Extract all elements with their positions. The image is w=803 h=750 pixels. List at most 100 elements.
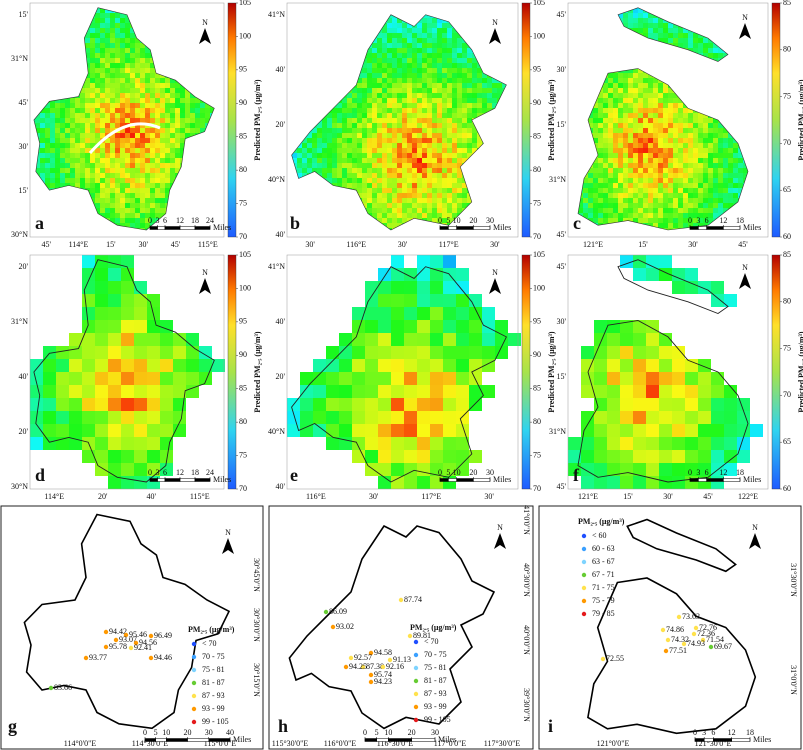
pixel	[105, 53, 111, 59]
pixel	[105, 158, 111, 164]
pixel	[583, 148, 589, 154]
pixel	[608, 28, 614, 34]
pixel	[90, 178, 96, 184]
pixel	[472, 183, 478, 189]
pixel	[70, 8, 76, 14]
pixel	[332, 108, 338, 114]
pixel	[417, 113, 423, 119]
pixel	[347, 18, 353, 24]
pixel	[633, 198, 639, 204]
pixel	[90, 218, 96, 224]
pixel	[447, 198, 453, 204]
pixel	[175, 48, 181, 54]
pixel	[50, 58, 56, 64]
pixel	[95, 123, 101, 129]
pixel	[302, 23, 308, 29]
raster	[578, 7, 748, 238]
pixel	[165, 138, 171, 144]
pixel	[190, 7, 196, 9]
pixel	[100, 8, 106, 14]
pixel	[45, 43, 51, 49]
pixel	[312, 83, 318, 89]
pixel	[140, 38, 146, 44]
pixel	[603, 38, 609, 44]
pixel	[120, 143, 126, 149]
pixel	[432, 123, 438, 129]
pixel	[578, 73, 584, 79]
pixel	[578, 198, 579, 204]
pixel	[382, 28, 388, 34]
pixel	[583, 193, 589, 199]
pixel	[603, 18, 609, 24]
pixel	[312, 208, 318, 214]
pixel	[160, 123, 166, 129]
pixel	[175, 68, 181, 74]
pixel	[437, 113, 443, 119]
pixel	[462, 63, 468, 69]
pixel	[170, 103, 176, 109]
pixel	[175, 73, 181, 79]
pixel	[75, 38, 81, 44]
pixel	[447, 148, 453, 154]
pixel	[180, 108, 186, 114]
boundary	[291, 14, 507, 231]
pixel	[292, 128, 298, 134]
pixel	[578, 103, 584, 109]
pixel	[95, 8, 101, 14]
pixel	[392, 138, 398, 144]
pixel	[352, 63, 358, 69]
pixel	[492, 128, 498, 134]
pixel	[302, 158, 308, 164]
pixel	[387, 28, 393, 34]
pixel	[502, 28, 507, 34]
pixel	[327, 208, 333, 214]
pixel	[578, 163, 584, 169]
pixel	[120, 203, 126, 209]
pixel	[40, 53, 46, 59]
pixel	[50, 183, 56, 189]
pixel	[75, 203, 81, 209]
pixel	[593, 28, 599, 34]
pixel	[85, 188, 91, 194]
pixel	[588, 68, 594, 74]
pixel	[417, 123, 423, 129]
pixel	[462, 108, 468, 114]
pixel	[502, 3, 507, 8]
pixel	[332, 103, 338, 109]
pixel	[200, 128, 206, 134]
pixel	[427, 228, 433, 231]
pixel	[598, 208, 604, 214]
pixel	[613, 218, 619, 224]
pixel	[362, 173, 368, 179]
pixel	[437, 208, 443, 214]
pixel	[357, 88, 363, 94]
pixel	[80, 108, 86, 114]
pixel	[145, 138, 151, 144]
pixel	[392, 63, 398, 69]
pixel	[75, 108, 81, 114]
pixel	[578, 18, 579, 24]
pixel	[462, 68, 468, 74]
pixel	[140, 133, 146, 139]
pixel	[648, 233, 653, 238]
pixel	[593, 198, 599, 204]
pixel	[180, 203, 186, 209]
pixel	[317, 118, 323, 124]
pixel	[110, 7, 116, 9]
pixel	[412, 228, 418, 231]
pixel	[578, 53, 584, 59]
pixel	[40, 98, 46, 104]
pixel	[105, 18, 111, 24]
pixel	[33, 7, 36, 9]
pixel	[292, 233, 297, 238]
pixel	[402, 233, 407, 238]
pixel	[90, 38, 96, 44]
pixel	[598, 73, 604, 79]
pixel	[292, 78, 298, 84]
pixel	[432, 33, 438, 39]
pixel	[33, 118, 36, 124]
pixel	[155, 48, 161, 54]
pixel	[312, 33, 318, 39]
pixel	[55, 148, 61, 154]
pixel	[60, 193, 66, 199]
